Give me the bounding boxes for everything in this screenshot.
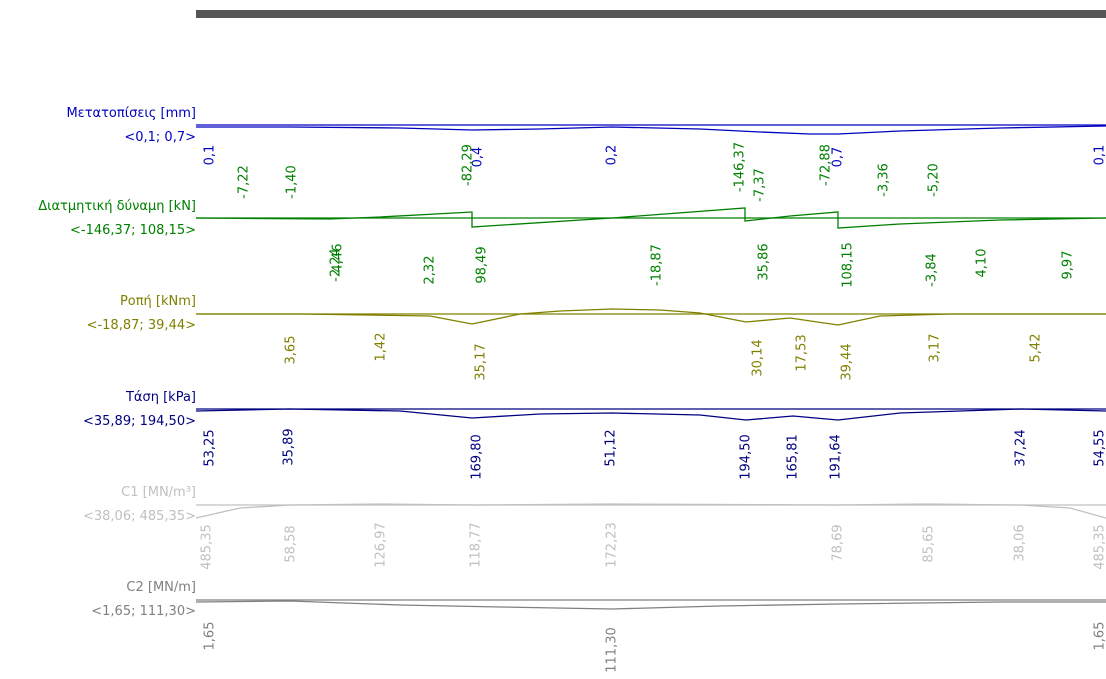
- row-title: Τάση [kPa]: [125, 390, 196, 405]
- value-label: 30,14: [751, 339, 766, 376]
- value-label: -82,29: [461, 144, 476, 186]
- value-label: 4,10: [975, 249, 990, 278]
- value-label: -18,87: [650, 244, 665, 286]
- value-label: 1,65: [1093, 622, 1106, 651]
- value-label: 5,42: [1029, 334, 1044, 363]
- value-label: 194,50: [739, 434, 754, 480]
- value-label: -2,24: [329, 248, 344, 282]
- curve: [195, 408, 1106, 421]
- value-label: 35,17: [474, 343, 489, 380]
- value-label: 3,17: [928, 334, 943, 363]
- value-label: 172,23: [605, 522, 620, 568]
- value-label: 4,46: [331, 244, 346, 273]
- row-title: Διατμητική δύναμη [kN]: [38, 199, 196, 214]
- row-range: <35,89; 194,50>: [83, 414, 196, 429]
- row-range: <-146,37; 108,15>: [70, 223, 196, 238]
- value-label: 85,65: [922, 525, 937, 562]
- value-label: 3,65: [284, 336, 299, 365]
- row-title: Μετατοπίσεις [mm]: [66, 106, 196, 121]
- value-label: 54,55: [1093, 429, 1106, 466]
- value-label: 111,30: [605, 627, 620, 673]
- curve: [195, 207, 1106, 229]
- value-label: -1,40: [285, 165, 300, 199]
- value-label: 118,77: [469, 522, 484, 568]
- value-label: 39,44: [840, 343, 855, 380]
- value-label: 78,69: [831, 524, 846, 561]
- value-label: 108,15: [841, 242, 856, 288]
- value-label: 53,25: [203, 429, 218, 466]
- value-label: 2,32: [423, 256, 438, 285]
- row-title: C1 [MN/m³]: [121, 485, 196, 500]
- value-label: -3,84: [925, 253, 940, 287]
- curve: [195, 600, 1106, 610]
- curve: [196, 308, 1106, 326]
- row-range: <1,65; 111,30>: [91, 604, 196, 619]
- value-label: 17,53: [795, 334, 810, 371]
- value-label: 485,35: [200, 524, 215, 570]
- value-label: 98,49: [475, 246, 490, 283]
- row-range: <0,1; 0,7>: [124, 130, 196, 145]
- value-label: 165,81: [786, 434, 801, 480]
- value-label: 0,2: [605, 145, 620, 166]
- value-label: 485,35: [1093, 524, 1106, 570]
- value-label: 1,42: [374, 333, 389, 362]
- value-label: 38,06: [1013, 524, 1028, 561]
- curves: [195, 124, 1106, 610]
- value-label: 1,65: [203, 622, 218, 651]
- row-range: <38,06; 485,35>: [83, 509, 196, 524]
- row-range: <-18,87; 39,44>: [87, 318, 196, 333]
- value-label: 51,12: [604, 429, 619, 466]
- value-label: 0,4: [471, 147, 486, 168]
- curve: [196, 125, 1106, 135]
- value-label: 126,97: [374, 522, 389, 568]
- value-label: 0,1: [1093, 145, 1106, 166]
- value-label: 37,24: [1014, 429, 1029, 466]
- curve: [195, 503, 1106, 519]
- value-label: 0,7: [831, 147, 846, 168]
- value-label: -3,36: [877, 163, 892, 197]
- row-title: C2 [MN/m]: [126, 580, 196, 595]
- value-label: 169,80: [470, 434, 485, 480]
- value-label: -146,37: [733, 142, 748, 192]
- toolbar-bar: [196, 10, 1106, 18]
- row-title: Ροπή [kNm]: [120, 294, 196, 309]
- value-label: 35,89: [282, 428, 297, 465]
- value-label: -5,20: [927, 163, 942, 197]
- value-label: 191,64: [829, 434, 844, 480]
- value-label: 35,86: [757, 243, 772, 280]
- value-label: 0,1: [203, 145, 218, 166]
- value-label: -72,88: [819, 144, 834, 186]
- value-label: -7,22: [237, 165, 252, 199]
- value-label: 58,58: [284, 525, 299, 562]
- value-label: -7,37: [753, 168, 768, 202]
- value-label: 9,97: [1061, 251, 1076, 280]
